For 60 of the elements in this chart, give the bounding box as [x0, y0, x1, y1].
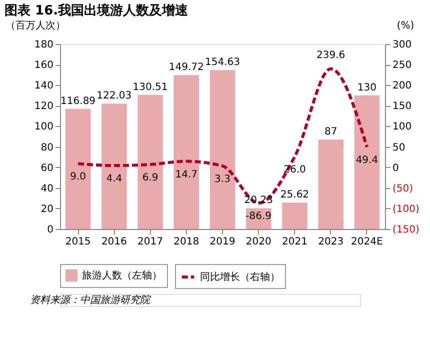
chart-title: 图表 16.我国出境游人数及增速	[4, 2, 190, 18]
x-tick-label: 2015	[65, 236, 91, 248]
bar	[65, 108, 91, 229]
data-label: 14.7	[175, 169, 198, 180]
bar	[138, 94, 163, 229]
y-tick-label: 80	[40, 142, 54, 154]
data-label: 116.89	[60, 96, 96, 107]
bar	[282, 202, 308, 229]
data-label: -86.9	[246, 211, 272, 222]
legend-label: 旅游人数（左轴）	[82, 270, 162, 282]
y2-tick-label: (150)	[392, 224, 420, 236]
y2-tick-label: 250	[392, 60, 412, 72]
y-tick-label: 120	[34, 101, 54, 112]
y2-tick-label: 100	[392, 122, 412, 133]
bar	[318, 140, 344, 229]
data-label: 130.51	[132, 82, 168, 93]
legend-label: 同比增长（右轴）	[200, 271, 280, 283]
x-tick-label: 2017	[138, 236, 164, 248]
bar	[174, 75, 200, 229]
y2-tick-label: 50	[392, 142, 406, 154]
x-tick-label: 2020	[246, 236, 272, 248]
data-label: 4.4	[106, 174, 122, 185]
data-label: 122.03	[96, 90, 132, 102]
x-tick-label: 2021	[282, 236, 308, 248]
x-tick-label: 2019	[210, 236, 236, 248]
y-tick-label: 180	[34, 40, 54, 50]
bar	[210, 70, 236, 229]
y2-tick-label: 0	[392, 162, 399, 174]
text: 资料来源：中国旅游研究院	[30, 294, 152, 306]
data-label: 87	[324, 126, 338, 138]
y-tick-label: 100	[34, 122, 54, 133]
y-tick-label: 0	[47, 224, 54, 236]
x-tick-label: 2023	[318, 236, 344, 248]
y2-tick-label: 200	[392, 80, 412, 92]
data-label: 130	[357, 82, 376, 94]
x-tick-label: 2016	[101, 236, 127, 248]
y2-tick-label: 150	[392, 101, 412, 112]
data-label: 154.63	[205, 57, 240, 68]
y-tick-label: 160	[34, 60, 54, 72]
data-label: 25.62	[280, 190, 310, 201]
data-label: 6.9	[142, 172, 158, 184]
data-label: 26.0	[284, 164, 306, 176]
y-tick-label: 40	[40, 183, 54, 194]
y2-axis-title: (%)	[396, 20, 414, 32]
y-tick-label: 60	[40, 162, 54, 174]
y-axis-title: （百万人次）	[6, 20, 66, 32]
data-label: 3.3	[214, 174, 230, 185]
x-tick-label: 2024E	[351, 236, 383, 248]
y2-tick-label: 300	[392, 40, 412, 50]
data-label: 239.6	[316, 50, 346, 61]
data-label: 149.72	[168, 62, 204, 74]
y-tick-label: 20	[40, 204, 54, 215]
y-tick-label: 140	[34, 80, 54, 92]
data-label: 49.4	[356, 155, 378, 166]
bar	[102, 104, 127, 229]
y2-tick-label: (100)	[392, 204, 420, 215]
x-tick-label: 2018	[174, 236, 200, 248]
data-label: 9.0	[70, 172, 86, 183]
bar	[354, 95, 380, 229]
y2-tick-label: (50)	[392, 183, 414, 194]
